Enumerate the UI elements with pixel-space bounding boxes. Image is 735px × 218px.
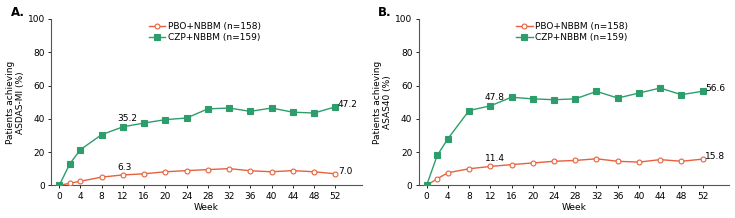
PBO+NBBM (n=158)	[528, 162, 537, 164]
Legend: PBO+NBBM (n=158), CZP+NBBM (n=159): PBO+NBBM (n=158), CZP+NBBM (n=159)	[516, 22, 628, 42]
CZP+NBBM (n=159)	[76, 148, 85, 151]
CZP+NBBM (n=159)	[204, 107, 212, 110]
Text: A.: A.	[11, 6, 25, 19]
Text: 47.2: 47.2	[338, 100, 358, 109]
PBO+NBBM (n=158)	[634, 161, 643, 164]
PBO+NBBM (n=158)	[486, 165, 495, 168]
CZP+NBBM (n=159)	[246, 110, 255, 113]
PBO+NBBM (n=158)	[97, 176, 106, 178]
CZP+NBBM (n=159)	[433, 154, 442, 157]
Legend: PBO+NBBM (n=158), CZP+NBBM (n=159): PBO+NBBM (n=158), CZP+NBBM (n=159)	[149, 22, 261, 42]
PBO+NBBM (n=158)	[592, 157, 601, 160]
PBO+NBBM (n=158)	[182, 169, 191, 172]
Line: PBO+NBBM (n=158): PBO+NBBM (n=158)	[57, 166, 337, 188]
Line: PBO+NBBM (n=158): PBO+NBBM (n=158)	[424, 156, 705, 188]
Text: 56.6: 56.6	[706, 84, 725, 93]
PBO+NBBM (n=158)	[433, 177, 442, 180]
CZP+NBBM (n=159)	[161, 118, 170, 121]
CZP+NBBM (n=159)	[571, 98, 580, 100]
PBO+NBBM (n=158)	[288, 169, 297, 172]
CZP+NBBM (n=159)	[331, 106, 340, 108]
Text: 11.4: 11.4	[485, 154, 505, 163]
PBO+NBBM (n=158)	[140, 172, 148, 175]
Text: 47.8: 47.8	[485, 93, 505, 102]
PBO+NBBM (n=158)	[118, 174, 127, 176]
PBO+NBBM (n=158)	[465, 167, 473, 170]
PBO+NBBM (n=158)	[246, 169, 255, 172]
CZP+NBBM (n=159)	[698, 90, 707, 92]
Y-axis label: Patients achieving
ASDAS-MI (%): Patients achieving ASDAS-MI (%)	[6, 61, 25, 144]
Text: 7.0: 7.0	[338, 167, 352, 176]
PBO+NBBM (n=158)	[204, 168, 212, 171]
PBO+NBBM (n=158)	[443, 172, 452, 174]
Y-axis label: Patients achieving
ASAS40 (%): Patients achieving ASAS40 (%)	[373, 61, 392, 144]
CZP+NBBM (n=159)	[309, 112, 318, 114]
Line: CZP+NBBM (n=159): CZP+NBBM (n=159)	[424, 85, 706, 188]
PBO+NBBM (n=158)	[507, 163, 516, 166]
CZP+NBBM (n=159)	[656, 87, 664, 89]
PBO+NBBM (n=158)	[76, 180, 85, 182]
PBO+NBBM (n=158)	[65, 182, 74, 185]
Text: B.: B.	[379, 6, 392, 19]
CZP+NBBM (n=159)	[288, 111, 297, 114]
PBO+NBBM (n=158)	[309, 170, 318, 173]
Text: 15.8: 15.8	[706, 152, 725, 161]
PBO+NBBM (n=158)	[225, 167, 234, 170]
CZP+NBBM (n=159)	[443, 138, 452, 140]
CZP+NBBM (n=159)	[97, 133, 106, 136]
CZP+NBBM (n=159)	[55, 184, 64, 187]
Line: CZP+NBBM (n=159): CZP+NBBM (n=159)	[57, 104, 338, 188]
PBO+NBBM (n=158)	[267, 170, 276, 173]
PBO+NBBM (n=158)	[571, 159, 580, 162]
CZP+NBBM (n=159)	[65, 162, 74, 165]
X-axis label: Week: Week	[562, 203, 587, 213]
PBO+NBBM (n=158)	[698, 158, 707, 160]
CZP+NBBM (n=159)	[182, 117, 191, 119]
CZP+NBBM (n=159)	[528, 98, 537, 100]
CZP+NBBM (n=159)	[118, 126, 127, 128]
CZP+NBBM (n=159)	[613, 97, 622, 99]
CZP+NBBM (n=159)	[267, 107, 276, 109]
PBO+NBBM (n=158)	[613, 160, 622, 163]
PBO+NBBM (n=158)	[331, 172, 340, 175]
PBO+NBBM (n=158)	[677, 160, 686, 163]
CZP+NBBM (n=159)	[634, 92, 643, 94]
CZP+NBBM (n=159)	[677, 93, 686, 96]
CZP+NBBM (n=159)	[507, 96, 516, 99]
PBO+NBBM (n=158)	[550, 160, 559, 163]
CZP+NBBM (n=159)	[486, 105, 495, 107]
CZP+NBBM (n=159)	[140, 122, 148, 124]
CZP+NBBM (n=159)	[422, 184, 431, 187]
PBO+NBBM (n=158)	[55, 184, 64, 187]
CZP+NBBM (n=159)	[592, 90, 601, 93]
PBO+NBBM (n=158)	[656, 158, 664, 161]
CZP+NBBM (n=159)	[550, 98, 559, 101]
X-axis label: Week: Week	[194, 203, 219, 213]
CZP+NBBM (n=159)	[225, 107, 234, 109]
Text: 6.3: 6.3	[118, 163, 132, 172]
Text: 35.2: 35.2	[118, 114, 137, 123]
PBO+NBBM (n=158)	[422, 184, 431, 187]
CZP+NBBM (n=159)	[465, 109, 473, 112]
PBO+NBBM (n=158)	[161, 170, 170, 173]
